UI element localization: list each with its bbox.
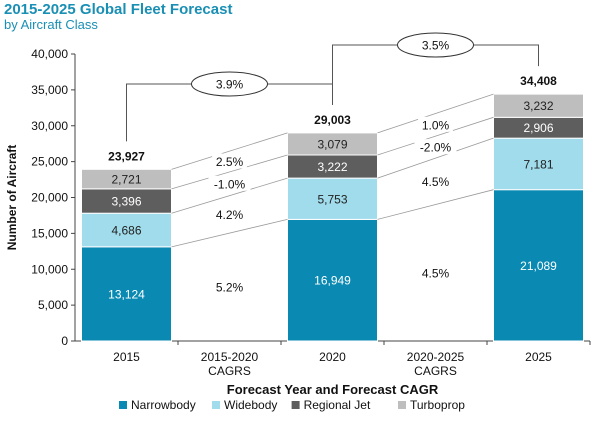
bar-segment-turboprop	[81, 168, 172, 190]
legend-entry: Widebody	[224, 398, 277, 412]
cagr-value-label: 5.2%	[216, 281, 244, 295]
x-tick-label: CAGRS	[208, 364, 251, 378]
cagr-value-label: 1.0%	[422, 118, 450, 132]
bar-segment-narrowbody	[287, 218, 378, 342]
y-axis-label: Number of Aircraft	[5, 145, 19, 251]
cagr-label-bg	[418, 264, 453, 280]
cagr-value-label: -1.0%	[214, 177, 246, 191]
overall-cagr-bubble	[191, 71, 268, 97]
legend-swatch	[212, 401, 220, 409]
x-tick-label: 2020	[319, 350, 346, 364]
cagr-value-label: 4.2%	[216, 208, 244, 222]
y-tick-label: 15,000	[31, 226, 68, 240]
cagr-connector-line	[171, 132, 288, 170]
chart-title: 2015-2025 Global Fleet Forecast	[4, 1, 233, 18]
cagr-connector-line	[377, 116, 494, 156]
cagr-value-label: 2.5%	[216, 155, 244, 169]
bar-value-label: 13,124	[108, 287, 145, 301]
legend-entry: Narrowbody	[131, 398, 196, 412]
bar-value-label: 5,753	[317, 192, 347, 206]
bar-segment-widebody	[81, 212, 172, 248]
y-tick-label: 20,000	[31, 191, 68, 205]
cagr-label-bg	[212, 206, 247, 222]
bar-segment-widebody	[493, 137, 584, 191]
bar-segment-regional-jet	[81, 188, 172, 214]
y-tick-label: 5,000	[38, 298, 68, 312]
bar-value-label: 4,686	[111, 224, 141, 238]
y-tick-label: 0	[61, 334, 68, 348]
bar-value-label: 3,222	[317, 160, 347, 174]
y-tick-label: 10,000	[31, 262, 68, 276]
bar-value-label: 3,232	[523, 99, 553, 113]
cagr-connector-line	[171, 154, 288, 190]
cagr-value-label: 4.5%	[422, 266, 450, 280]
bar-segment-narrowbody	[493, 189, 584, 342]
y-tick-label: 40,000	[31, 47, 68, 61]
cagr-label-bg	[418, 173, 453, 189]
bar-value-label: 3,079	[317, 137, 347, 151]
cagr-label-bg	[414, 139, 457, 155]
y-tick-label: 25,000	[31, 155, 68, 169]
x-axis-label: Forecast Year and Forecast CAGR	[227, 382, 439, 397]
bar-total-label: 29,003	[314, 113, 351, 127]
legend-swatch	[398, 401, 406, 409]
bar-segment-turboprop	[287, 132, 378, 156]
cagr-connector-line	[171, 177, 288, 214]
cagr-connector-line	[377, 137, 494, 179]
x-tick-label: 2015	[113, 350, 140, 364]
cagr-connector-line	[171, 219, 288, 248]
bar-value-label: 16,949	[314, 274, 351, 288]
cagr-label-bg	[208, 175, 251, 191]
bar-segment-widebody	[287, 177, 378, 220]
bar-value-label: 21,089	[520, 259, 557, 273]
bar-value-label: 2,721	[111, 173, 141, 187]
overall-cagr-label: 3.9%	[216, 78, 244, 92]
cagr-connector-line	[377, 93, 494, 134]
bar-value-label: 2,906	[523, 121, 553, 135]
y-tick-label: 30,000	[31, 119, 68, 133]
chart-subtitle: by Aircraft Class	[4, 17, 98, 32]
legend-entry: Regional Jet	[304, 398, 371, 412]
x-tick-label: CAGRS	[414, 364, 457, 378]
x-tick-label: 2020-2025	[407, 350, 465, 364]
bar-total-label: 34,408	[520, 74, 557, 88]
cagr-value-label: 4.5%	[422, 175, 450, 189]
legend-swatch	[291, 401, 300, 409]
legend-entry: Turboprop	[410, 398, 465, 412]
cagr-connector-line	[377, 189, 494, 220]
bar-segment-turboprop	[493, 93, 584, 118]
x-tick-label: 2025	[525, 350, 552, 364]
overall-cagr-label: 3.5%	[422, 39, 450, 53]
overall-cagr-bubble	[397, 32, 474, 58]
cagr-label-bg	[212, 279, 247, 295]
bar-total-label: 23,927	[108, 149, 145, 163]
y-tick-label: 35,000	[31, 83, 68, 97]
x-tick-label: 2015-2020	[201, 350, 259, 364]
bar-value-label: 3,396	[111, 195, 141, 209]
cagr-value-label: -2.0%	[420, 141, 452, 155]
bar-segment-narrowbody	[81, 246, 172, 342]
cagr-label-bg	[212, 153, 247, 169]
bar-value-label: 7,181	[523, 157, 553, 171]
legend-swatch	[119, 401, 127, 409]
cagr-label-bg	[418, 116, 453, 132]
